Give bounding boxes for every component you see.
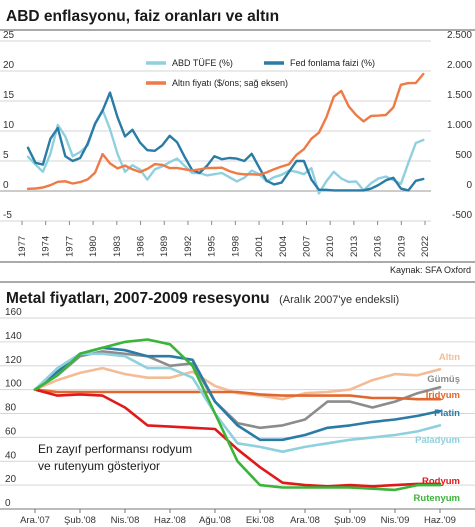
chart2-y-tick: 160 bbox=[5, 307, 22, 318]
chart1-y-left-tick: 0 bbox=[3, 180, 9, 191]
chart1-x-ticks: 1977 1974 1977 1980 1983 1986 1989 1992 1995 1998… bbox=[17, 221, 431, 257]
chart1-x-tick-label: 2001 bbox=[254, 236, 265, 257]
chart1-x-tick-label: 2013 bbox=[349, 236, 360, 257]
chart1-y-left-tick: 10 bbox=[3, 120, 15, 131]
chart2-title: Metal fiyatları, 2007-2009 resesyonu bbox=[6, 290, 270, 307]
chart2-series-labels: Altın Gümüş İridyum Platin Paladyum Rodyum Rut… bbox=[414, 352, 461, 504]
chart2-gridlines bbox=[0, 317, 475, 510]
chart1-legend: ABD TÜFE (%) Fed fonlama faizi (%)Altın f… bbox=[146, 58, 375, 88]
chart1-source: Kaynak: SFA Oxford bbox=[390, 265, 471, 275]
chart2-series bbox=[33, 338, 442, 492]
chart1-legend-label: Altın fiyatı ($/ons; sağ eksen) bbox=[172, 78, 288, 88]
chart1-legend-entry-abd-tufe: ABD TÜFE (%) bbox=[146, 58, 233, 68]
chart1-y-left-tick: 15 bbox=[3, 90, 15, 101]
chart2-x-tick-label: Haz.'08 bbox=[154, 515, 186, 526]
chart1-legend-entry-alt-n-fiyat-ons-sag-eksen: Altın fiyatı ($/ons; sağ eksen) bbox=[146, 78, 288, 88]
chart1-y-right-tick: 500 bbox=[455, 150, 472, 161]
chart1-y-right-tick: 2.500 bbox=[447, 30, 472, 41]
chart2-x-tick-label: Şub.'08 bbox=[64, 515, 96, 526]
chart1-x-tick-label: 1992 bbox=[183, 236, 194, 257]
chart2-series-line-paladyum bbox=[33, 352, 442, 454]
chart2-x-ticks: Ara.'07 Şub.'08 Nis.'08 Haz.'08 Ağu.'08 Eki.'… bbox=[20, 509, 456, 526]
chart2-x-tick-label: Haz.'09 bbox=[424, 515, 456, 526]
chart2-series-label-paladyum: Paladyum bbox=[415, 435, 460, 446]
chart1-y-left-ticks: 25 20 15 10 5 0 -5 bbox=[3, 30, 15, 221]
chart1-x-tick-label: 1980 bbox=[88, 236, 99, 257]
chart2-series-label-rutenyum: Rutenyum bbox=[414, 493, 460, 504]
chart1-x-tick-label: 1995 bbox=[207, 236, 218, 257]
chart2-x-tick-label: Ara.'07 bbox=[20, 515, 50, 526]
chart2-series-label-platin: Platin bbox=[434, 408, 460, 419]
chart2-series-label-rodyum: Rodyum bbox=[422, 476, 460, 487]
chart2-y-tick: 0 bbox=[5, 498, 11, 509]
chart1-x-tick-label: 2022 bbox=[420, 236, 431, 257]
chart2-y-tick: 120 bbox=[5, 355, 22, 366]
chart2-x-tick-label: Ara.'08 bbox=[290, 515, 320, 526]
chart1-x-tick-label: 1986 bbox=[136, 236, 147, 257]
chart2-y-tick: 40 bbox=[5, 450, 17, 461]
chart2-annotation-line-1: En zayıf performansı rodyum bbox=[38, 442, 192, 456]
chart1-y-left-tick: 20 bbox=[3, 60, 15, 71]
chart1-legend-entry-fed-fonlama-faizi: Fed fonlama faizi (%) bbox=[264, 58, 375, 68]
chart2-annotation-line-2: ve rutenyum gösteriyor bbox=[38, 459, 160, 473]
chart2-series-line-rodyum bbox=[33, 388, 442, 488]
chart1-title: ABD enflasyonu, faiz oranları ve altın bbox=[6, 8, 279, 25]
chart2-title-line: Metal fiyatları, 2007-2009 resesyonu (Ar… bbox=[6, 290, 399, 307]
chart1-x-tick-label: 1998 bbox=[230, 236, 241, 257]
chart1-legend-label: Fed fonlama faizi (%) bbox=[290, 58, 375, 68]
chart2-y-tick: 100 bbox=[5, 379, 22, 390]
chart1-y-right-ticks: 2.500 2.000 1.500 1.000 500 0 -500 bbox=[447, 30, 472, 221]
chart2-x-tick-label: Nis.'09 bbox=[381, 515, 410, 526]
chart2-series-label-gumus: Gümüş bbox=[427, 374, 460, 385]
chart1-series-line-alt-n-fiyat-ons-sag-eksen bbox=[26, 72, 425, 191]
chart2-x-tick-label: Ağu.'08 bbox=[199, 515, 231, 526]
chart1-series bbox=[26, 72, 425, 195]
chart1-gridlines bbox=[0, 40, 431, 222]
chart1-y-left-tick: -5 bbox=[3, 210, 12, 221]
chart2-series-line-iridyum bbox=[33, 388, 442, 401]
chart2-series-label-alt-n: Altın bbox=[439, 352, 460, 363]
chart1-x-tick-label: 2007 bbox=[301, 236, 312, 257]
chart2-x-tick-label: Nis.'08 bbox=[111, 515, 140, 526]
chart2-y-ticks: 160 140 120 100 80 60 40 20 0 bbox=[5, 307, 22, 509]
chart1-y-left-tick: 5 bbox=[3, 150, 9, 161]
chart2-y-tick: 140 bbox=[5, 331, 22, 342]
chart1-x-tick-label: 2016 bbox=[373, 236, 384, 257]
chart2-x-tick-label: Eki.'08 bbox=[246, 515, 274, 526]
chart1-x-tick-label: 1977 bbox=[64, 236, 75, 257]
chart1-y-left-tick: 25 bbox=[3, 30, 15, 41]
chart1-x-tick-label: 1974 bbox=[41, 236, 52, 257]
chart1-y-right-tick: 2.000 bbox=[447, 60, 472, 71]
chart2-series-line-rutenyum bbox=[33, 338, 442, 492]
chart1-y-right-tick: 0 bbox=[466, 180, 472, 191]
chart2-series-line-gumus bbox=[33, 350, 442, 430]
chart1-y-right-tick: 1.000 bbox=[447, 120, 472, 131]
chart1-x-tick-label: 2004 bbox=[278, 236, 289, 257]
chart1-x-tick-label: 1983 bbox=[112, 236, 123, 257]
chart1-y-right-tick: 1.500 bbox=[447, 90, 472, 101]
chart2-x-tick-label: Şub.'09 bbox=[334, 515, 366, 526]
chart2-y-tick: 20 bbox=[5, 474, 17, 485]
chart2-y-tick: 60 bbox=[5, 426, 17, 437]
chart2-series-label-iridyum: İridyum bbox=[426, 390, 460, 401]
chart1-y-right-tick: -500 bbox=[452, 210, 472, 221]
chart1-legend-label: ABD TÜFE (%) bbox=[172, 58, 233, 68]
chart2-subtitle: (Aralık 2007'ye endeksli) bbox=[279, 294, 399, 306]
chart1-series-line-fed-fonlama-faizi bbox=[26, 91, 425, 192]
chart1-x-tick-label: 1989 bbox=[159, 236, 170, 257]
chart1-x-tick-label: 2010 bbox=[325, 236, 336, 257]
chart1-x-tick-label: 1977 bbox=[17, 236, 28, 257]
chart1-x-tick-label: 2019 bbox=[396, 236, 407, 257]
chart2-y-tick: 80 bbox=[5, 403, 17, 414]
